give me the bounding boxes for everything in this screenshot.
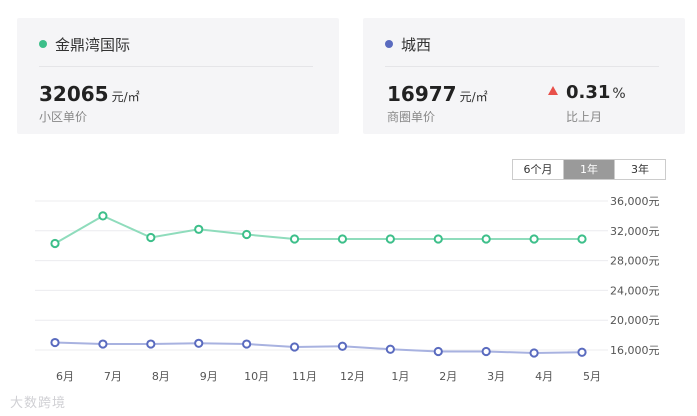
- trend-up-icon: [548, 86, 558, 95]
- x-tick-label: 10月: [244, 370, 269, 383]
- district-price-unit: 元/㎡: [459, 90, 488, 104]
- district-price: 16977: [387, 82, 457, 106]
- time-range-switch: 6个月 1年 3年: [512, 159, 666, 180]
- community-price-row: 32065 元/㎡: [39, 82, 140, 106]
- district-price-row: 16977 元/㎡: [387, 82, 488, 106]
- y-tick-label: 16,000元: [610, 344, 660, 357]
- y-axis-ticks: 36,000元 32,000元 28,000元 24,000元 20,000元 16,00…: [610, 195, 660, 357]
- district-change-unit: %: [612, 86, 626, 102]
- community-dot-icon: [39, 39, 47, 48]
- data-point-1[interactable]: [146, 339, 156, 349]
- x-tick-label: 1月: [391, 370, 409, 383]
- district-name: 城西: [401, 36, 432, 54]
- x-axis-ticks: 6月 7月 8月 9月 10月 11月 12月 1月 2月 3月 4月 5月: [56, 370, 601, 383]
- data-point-1[interactable]: [242, 339, 252, 349]
- data-point-0[interactable]: [194, 224, 204, 234]
- data-point-0[interactable]: [481, 234, 491, 244]
- chart-series: [50, 211, 587, 358]
- x-tick-label: 4月: [535, 370, 553, 383]
- y-tick-label: 24,000元: [610, 284, 660, 297]
- district-change-row: 0.31%: [548, 82, 626, 103]
- district-change-value: 0.31: [566, 82, 611, 103]
- y-tick-label: 20,000元: [610, 314, 660, 327]
- data-point-0[interactable]: [146, 232, 156, 243]
- community-name: 金鼎湾国际: [55, 36, 131, 54]
- x-tick-label: 12月: [340, 370, 365, 383]
- x-tick-label: 5月: [583, 370, 601, 383]
- range-6-months-button[interactable]: 6个月: [513, 160, 564, 179]
- data-point-0[interactable]: [50, 238, 60, 249]
- data-point-0[interactable]: [433, 234, 443, 244]
- x-tick-label: 6月: [56, 370, 74, 383]
- data-point-1[interactable]: [577, 347, 587, 357]
- x-tick-label: 8月: [152, 370, 170, 383]
- data-point-1[interactable]: [385, 344, 395, 354]
- range-1-year-button[interactable]: 1年: [564, 160, 615, 179]
- range-3-years-button[interactable]: 3年: [615, 160, 665, 179]
- district-card-header: 城西: [385, 34, 659, 67]
- data-point-1[interactable]: [337, 341, 348, 351]
- data-point-1[interactable]: [50, 337, 60, 348]
- x-tick-label: 3月: [487, 370, 505, 383]
- data-point-0[interactable]: [529, 234, 539, 244]
- data-point-0[interactable]: [98, 211, 108, 221]
- community-card-header: 金鼎湾国际: [39, 34, 313, 67]
- data-point-1[interactable]: [529, 348, 539, 358]
- y-tick-label: 32,000元: [610, 225, 660, 238]
- y-tick-label: 28,000元: [610, 255, 660, 268]
- community-price: 32065: [39, 82, 109, 106]
- district-change-label: 比上月: [566, 110, 603, 124]
- chart-grid: [35, 200, 608, 351]
- community-price-unit: 元/㎡: [111, 90, 140, 104]
- community-price-card: 金鼎湾国际 32065 元/㎡ 小区单价: [17, 18, 339, 134]
- series-line-1: [54, 341, 583, 354]
- y-tick-label: 36,000元: [610, 195, 660, 208]
- community-price-label: 小区单价: [39, 110, 88, 124]
- data-point-0[interactable]: [242, 229, 252, 240]
- data-point-0[interactable]: [337, 234, 348, 244]
- data-point-0[interactable]: [577, 234, 587, 244]
- data-point-1[interactable]: [98, 339, 108, 349]
- x-tick-label: 7月: [104, 370, 122, 383]
- district-price-label: 商圈单价: [387, 110, 436, 124]
- district-dot-icon: [385, 39, 393, 48]
- x-tick-label: 11月: [292, 370, 317, 383]
- data-point-0[interactable]: [385, 234, 395, 244]
- data-point-0[interactable]: [289, 234, 300, 244]
- data-point-1[interactable]: [433, 346, 443, 357]
- data-point-1[interactable]: [289, 342, 300, 352]
- data-point-1[interactable]: [194, 338, 204, 348]
- x-tick-label: 9月: [200, 370, 218, 383]
- x-tick-label: 2月: [439, 370, 457, 383]
- district-price-card: 城西 16977 元/㎡ 商圈单价 0.31% 比上月: [363, 18, 685, 134]
- series-line-0: [54, 214, 582, 245]
- data-point-1[interactable]: [481, 346, 491, 357]
- watermark: 大数跨境: [10, 396, 67, 411]
